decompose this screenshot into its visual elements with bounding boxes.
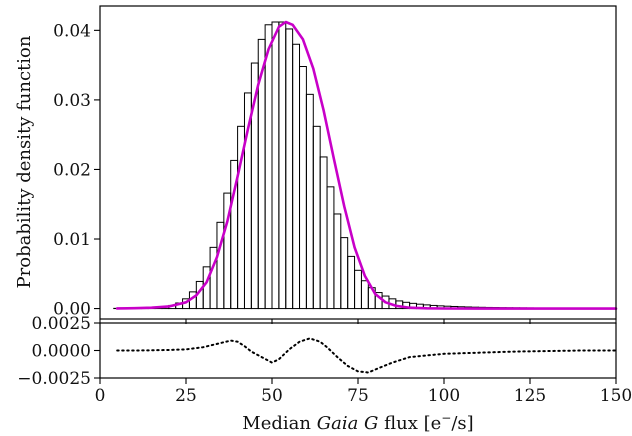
x-axis-label: Median Gaia G flux [e−/s] — [242, 411, 473, 434]
main-histogram-layer — [113, 21, 617, 310]
main-model-layer — [115, 20, 618, 310]
histogram-bar — [326, 186, 335, 310]
x-axis-label-part-2: Gaia G — [317, 413, 379, 434]
residual-plot-frame — [99, 322, 617, 379]
x-axis-label-part-3: flux [e — [378, 413, 441, 434]
histogram-bar — [354, 269, 362, 310]
x-tick-label: 150 — [600, 386, 632, 406]
residual-line-layer — [116, 337, 617, 374]
histogram-bar — [299, 66, 307, 310]
histogram-bar — [305, 93, 314, 310]
histogram-bar — [264, 24, 273, 310]
histogram-bar — [292, 43, 301, 310]
main-y-tick-label: 0.00 — [53, 300, 91, 320]
histogram-bar — [278, 21, 287, 310]
x-tick-label: 25 — [175, 386, 197, 406]
histogram-bar — [319, 156, 328, 310]
x-axis-label-part-5: /s] — [451, 413, 473, 434]
x-tick-label: 100 — [428, 386, 460, 406]
histogram-bar — [312, 125, 321, 310]
residual-y-tick-label: 0.0025 — [32, 314, 91, 334]
main-y-tick-label: 0.02 — [53, 160, 91, 180]
x-axis-label-part-1: Median — [242, 413, 316, 434]
residual-curve-line — [116, 337, 617, 374]
x-tick-label: 125 — [514, 386, 546, 406]
main-y-axis-label: Probability density function — [14, 35, 35, 288]
x-tick-label: 0 — [95, 386, 106, 406]
main-y-tick-label: 0.04 — [53, 21, 91, 41]
histogram-bar — [347, 255, 356, 310]
histogram-bar — [333, 213, 342, 310]
x-axis-label-superscript: − — [441, 411, 451, 425]
main-ticks-layer: 0.00 0.01 0.02 0.03 0.04 — [53, 21, 617, 324]
main-y-tick-label: 0.01 — [53, 230, 91, 250]
main-y-tick-label: 0.03 — [53, 91, 91, 111]
histogram-bar — [340, 237, 349, 310]
x-tick-label: 50 — [261, 386, 283, 406]
residual-y-tick-label: −0.0025 — [17, 369, 91, 389]
x-tick-label: 75 — [347, 386, 369, 406]
histogram-bar — [360, 280, 369, 310]
main-plot-frame — [99, 5, 617, 320]
main-panel: 0.00 0.01 0.02 0.03 0.04 Probability density… — [14, 5, 618, 324]
histogram-bar — [271, 21, 280, 310]
residual-y-tick-label: 0.0000 — [32, 342, 91, 362]
histogram-bar — [285, 28, 294, 310]
model-curve-line — [115, 20, 618, 310]
